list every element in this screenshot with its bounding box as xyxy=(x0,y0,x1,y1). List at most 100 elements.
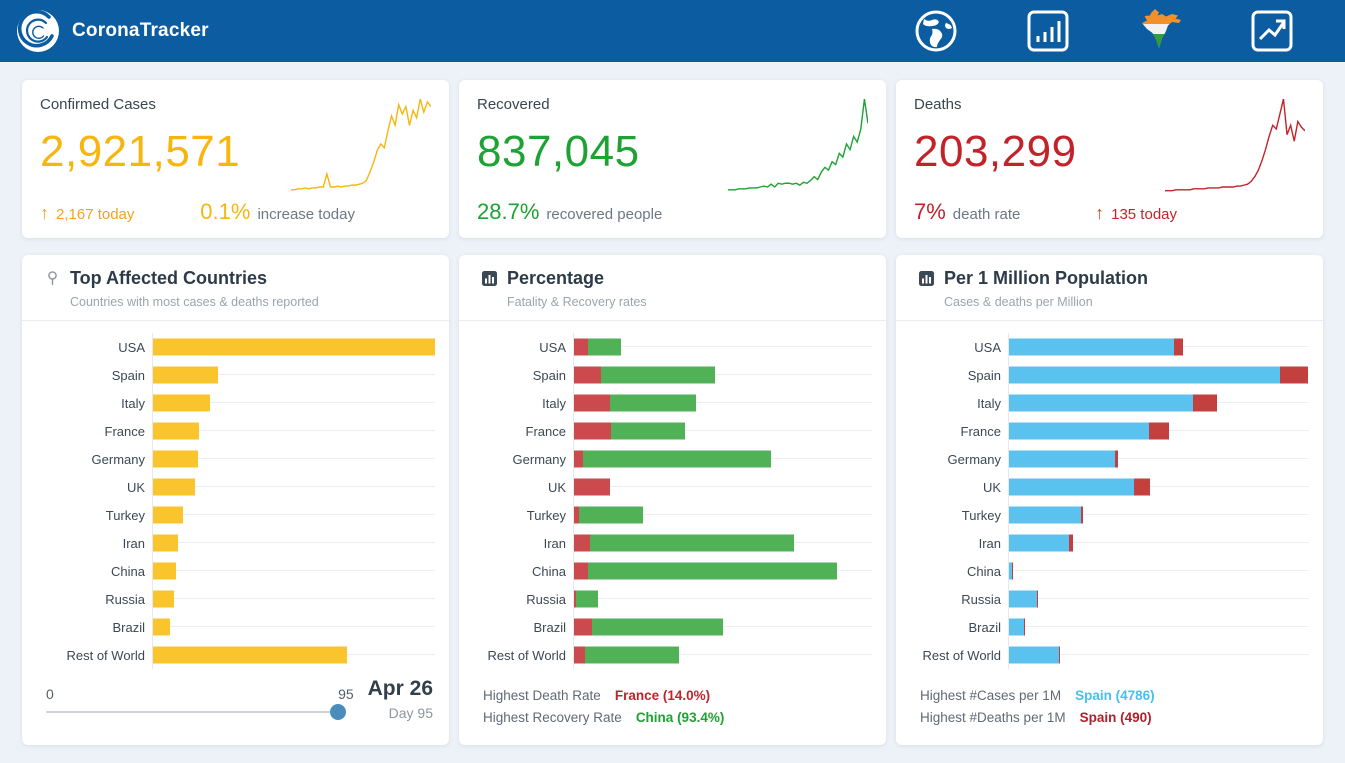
bar-track xyxy=(152,389,435,417)
fatality-bar-segment[interactable] xyxy=(574,646,586,664)
cases-per-1m-bar-segment[interactable] xyxy=(1009,506,1082,524)
cases-bar-segment[interactable] xyxy=(153,562,177,580)
recovery-bar-segment[interactable] xyxy=(576,590,599,608)
confirmed-value: 2,921,571 xyxy=(40,127,241,176)
fatality-bar-segment[interactable] xyxy=(574,366,602,384)
deaths-card: Deaths 203,299 7% death rate ↑ 135 today xyxy=(896,80,1323,238)
trend-icon xyxy=(1251,10,1293,52)
fatality-bar-segment[interactable] xyxy=(574,590,577,608)
fatality-bar-segment[interactable] xyxy=(574,338,589,356)
bar-track xyxy=(152,417,435,445)
category-label: Turkey xyxy=(105,507,145,523)
chart-row: Italy xyxy=(465,389,872,417)
fatality-bar-segment[interactable] xyxy=(574,450,584,468)
bar-track xyxy=(1008,529,1309,557)
recovery-bar-segment[interactable] xyxy=(585,646,680,664)
bar-chart-icon xyxy=(1027,10,1069,52)
deaths-per-1m-bar-segment[interactable] xyxy=(1081,506,1084,524)
chart-row: Russia xyxy=(465,585,872,613)
cases-per-1m-bar-segment[interactable] xyxy=(1009,394,1193,412)
cases-bar-segment[interactable] xyxy=(153,366,219,384)
deaths-per-1m-bar-segment[interactable] xyxy=(1192,394,1217,412)
cases-per-1m-bar-segment[interactable] xyxy=(1009,422,1150,440)
chart-row: Iran xyxy=(28,529,435,557)
recovery-bar-segment[interactable] xyxy=(591,618,723,636)
cases-per-1m-bar-segment[interactable] xyxy=(1009,450,1115,468)
cases-bar-segment[interactable] xyxy=(153,394,210,412)
bar-track xyxy=(152,529,435,557)
recovery-bar-segment[interactable] xyxy=(601,366,716,384)
recovery-bar-segment[interactable] xyxy=(588,338,622,356)
cases-bar-segment[interactable] xyxy=(153,450,199,468)
cases-per-1m-bar-segment[interactable] xyxy=(1009,562,1013,580)
globe-nav-button[interactable] xyxy=(911,7,961,55)
fatality-bar-segment[interactable] xyxy=(574,478,611,496)
chart-row: Russia xyxy=(902,585,1309,613)
percentage-chart: USA Spain Italy France Germany UK Turkey Iran Ch… xyxy=(459,321,886,675)
deaths-per-1m-bar-segment[interactable] xyxy=(1279,366,1308,384)
bar-track xyxy=(1008,389,1309,417)
slider-thumb[interactable] xyxy=(329,703,346,720)
cases-bar-segment[interactable] xyxy=(153,338,435,356)
deaths-per-1m-bar-segment[interactable] xyxy=(1059,646,1061,664)
cases-per-1m-bar-segment[interactable] xyxy=(1009,338,1174,356)
fatality-bar-segment[interactable] xyxy=(574,394,610,412)
cases-per-1m-bar-segment[interactable] xyxy=(1009,534,1070,552)
deaths-per-1m-bar-segment[interactable] xyxy=(1173,338,1183,356)
recovered-rate: 28.7% recovered people xyxy=(477,199,663,224)
recovery-bar-segment[interactable] xyxy=(611,422,685,440)
coronatracker-logo-icon[interactable] xyxy=(16,9,60,53)
cases-bar-segment[interactable] xyxy=(153,506,184,524)
cases-per-1m-bar-segment[interactable] xyxy=(1009,478,1134,496)
deaths-per-1m-bar-segment[interactable] xyxy=(1149,422,1169,440)
category-label: Russia xyxy=(526,591,566,607)
recovery-bar-segment[interactable] xyxy=(589,534,795,552)
deaths-per-1m-bar-segment[interactable] xyxy=(1069,534,1073,552)
deaths-per-1m-bar-segment[interactable] xyxy=(1114,450,1119,468)
bar-track xyxy=(1008,613,1309,641)
chart-row: Turkey xyxy=(465,501,872,529)
bar-track xyxy=(152,557,435,585)
fatality-bar-segment[interactable] xyxy=(574,422,612,440)
category-label: UK xyxy=(982,479,1001,495)
india-nav-button[interactable] xyxy=(1135,7,1185,55)
cases-per-1m-bar-segment[interactable] xyxy=(1009,366,1280,384)
chart-row: Germany xyxy=(902,445,1309,473)
cases-per-1m-bar-segment[interactable] xyxy=(1009,618,1025,636)
fatality-bar-segment[interactable] xyxy=(574,534,590,552)
cases-bar-segment[interactable] xyxy=(153,590,175,608)
slider-track[interactable] xyxy=(46,703,346,720)
fatality-bar-segment[interactable] xyxy=(574,506,580,524)
recovery-bar-segment[interactable] xyxy=(588,562,837,580)
map-pin-icon xyxy=(48,271,57,285)
cases-per-1m-bar-segment[interactable] xyxy=(1009,590,1038,608)
chart-row: Rest of World xyxy=(902,641,1309,669)
deaths-per-1m-bar-segment[interactable] xyxy=(1133,478,1150,496)
cases-bar-segment[interactable] xyxy=(153,478,196,496)
bar-chart-nav-button[interactable] xyxy=(1023,7,1073,55)
stat-cards-row: Confirmed Cases 2,921,571 ↑ 2,167 today … xyxy=(22,80,1323,238)
fatality-bar-segment[interactable] xyxy=(574,618,592,636)
cases-bar-segment[interactable] xyxy=(153,646,347,664)
category-label: Russia xyxy=(105,591,145,607)
chart-row: Rest of World xyxy=(465,641,872,669)
per-1-million-chart: USA Spain Italy France Germany UK Turkey Iran Ch… xyxy=(896,321,1323,675)
cases-bar-segment[interactable] xyxy=(153,422,200,440)
recovery-bar-segment[interactable] xyxy=(579,506,644,524)
category-label: Brazil xyxy=(968,619,1001,635)
deaths-per-1m-bar-segment[interactable] xyxy=(1024,618,1026,636)
cases-per-1m-bar-segment[interactable] xyxy=(1009,646,1060,664)
fatality-bar-segment[interactable] xyxy=(574,562,589,580)
confirmed-sparkline xyxy=(291,94,431,196)
bar-track xyxy=(573,473,872,501)
bar-track xyxy=(152,613,435,641)
cases-bar-segment[interactable] xyxy=(153,618,170,636)
recovery-bar-segment[interactable] xyxy=(583,450,771,468)
cases-bar-segment[interactable] xyxy=(153,534,179,552)
current-date: Apr 26 xyxy=(367,677,433,700)
chart-row: Rest of World xyxy=(28,641,435,669)
per-1-million-panel: Per 1 Million Population Cases & deaths … xyxy=(896,255,1323,745)
confirmed-cases-card: Confirmed Cases 2,921,571 ↑ 2,167 today … xyxy=(22,80,449,238)
trend-nav-button[interactable] xyxy=(1247,7,1297,55)
recovery-bar-segment[interactable] xyxy=(609,394,696,412)
